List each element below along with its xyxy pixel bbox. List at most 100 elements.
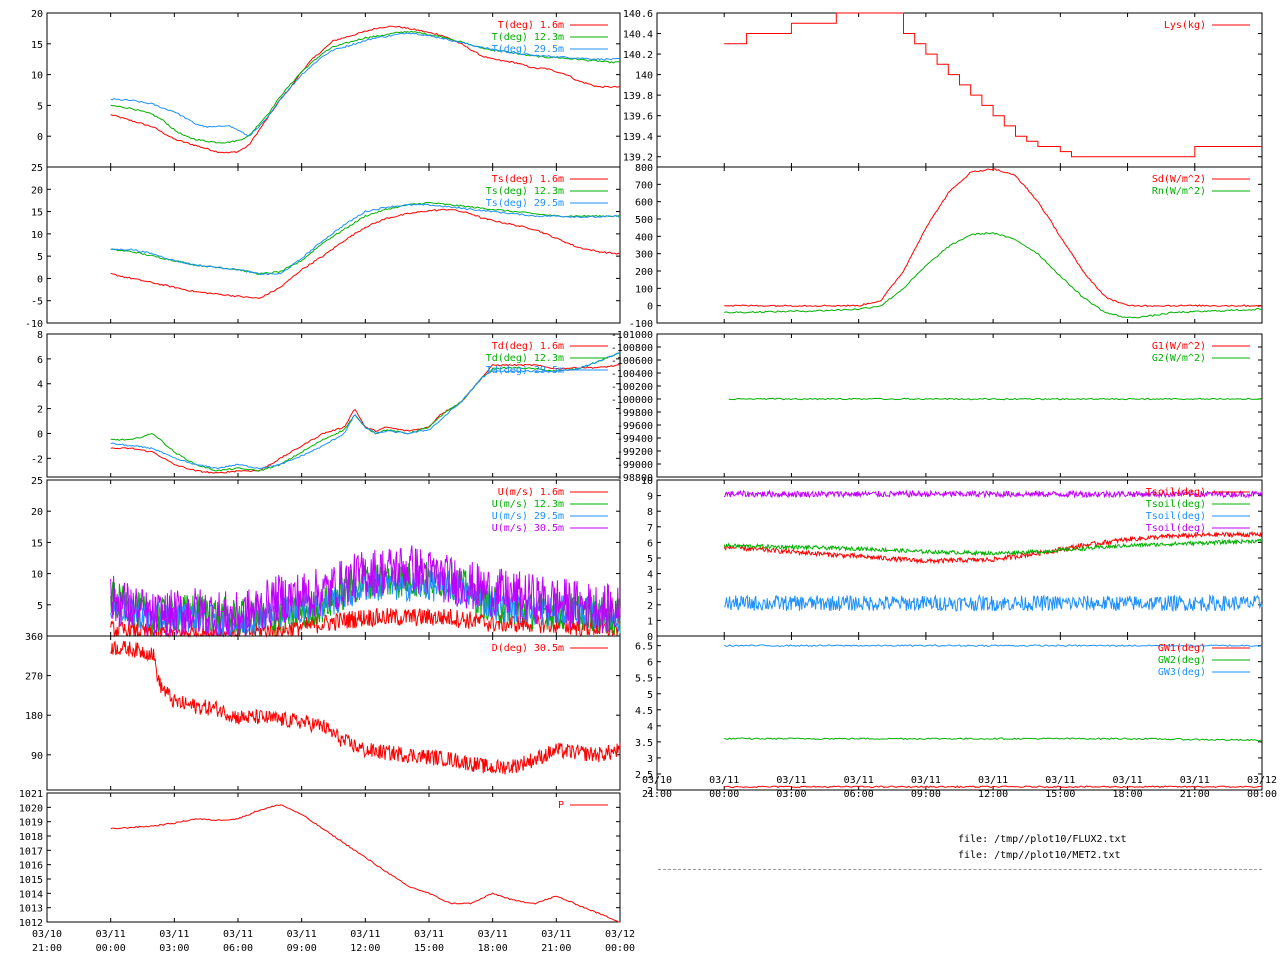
y-tick-label: 6.5 <box>635 642 653 653</box>
legend-label: P <box>558 800 564 811</box>
y-tick-label: -10 <box>25 319 43 330</box>
y-tick-label: 140.4 <box>623 30 653 41</box>
left-x-time-label: 15:00 <box>414 943 444 954</box>
y-tick-label: 1015 <box>19 875 43 886</box>
series-line <box>723 489 1263 499</box>
y-tick-label: 0 <box>37 132 43 143</box>
y-tick-label: 1012 <box>19 918 43 929</box>
y-tick-label: -2 <box>31 454 43 465</box>
y-tick-label: -99200 <box>617 447 653 458</box>
legend-label: Ts(deg) 12.3m <box>486 186 564 197</box>
right-x-time-label: 00:00 <box>709 789 739 800</box>
y-tick-label: 200 <box>635 267 653 278</box>
y-tick-label: 9 <box>647 492 653 503</box>
y-tick-label: 25 <box>31 163 43 174</box>
series-line <box>724 168 1263 308</box>
y-tick-label: -99600 <box>617 421 653 432</box>
y-tick-label: -101000 <box>611 330 653 341</box>
y-tick-label: 25 <box>31 476 43 487</box>
right-x-date-label: 03/11 <box>1180 775 1210 786</box>
series-line <box>724 593 1263 613</box>
legend-label: Ts(deg) 1.6m <box>492 174 564 185</box>
left-x-time-label: 09:00 <box>287 943 317 954</box>
left-x-time-label: 00:00 <box>96 943 126 954</box>
y-tick-label: 0 <box>647 302 653 313</box>
legend-label: GW2(deg) <box>1158 655 1206 666</box>
right-x-time-label: 09:00 <box>911 789 941 800</box>
right-x-date-label: 03/10 <box>642 775 672 786</box>
left-x-time-label: 00:00 <box>605 943 635 954</box>
y-tick-label: 140.6 <box>623 9 653 20</box>
right-x-date-label: 03/11 <box>911 775 941 786</box>
panel-frame <box>46 166 621 324</box>
legend-label: Tsoil(deg) <box>1146 511 1206 522</box>
y-tick-label: 270 <box>25 672 43 683</box>
right-x-time-label: 15:00 <box>1045 789 1075 800</box>
series-line <box>724 785 1262 789</box>
series-line <box>723 538 1263 557</box>
y-tick-label: 5 <box>37 252 43 263</box>
y-tick-label: 1019 <box>19 818 43 829</box>
y-tick-label: 10 <box>641 476 653 487</box>
y-tick-label: 10 <box>31 230 43 241</box>
y-tick-label: 139.4 <box>623 132 653 143</box>
legend-label: G1(W/m^2) <box>1152 341 1206 352</box>
panel-D: 360 270 180 90 D(deg) 30.5m <box>25 632 621 791</box>
y-tick-label: 139.6 <box>623 112 653 123</box>
y-tick-label: 1018 <box>19 832 43 843</box>
y-tick-label: -99400 <box>617 434 653 445</box>
panel-T: 20 15 10 5 0 T(deg) 1.6mT(deg) 12.3mT(deg) 29… <box>31 9 621 168</box>
right-x-time-label: 00:00 <box>1247 789 1277 800</box>
right-x-date-label: 03/11 <box>1045 775 1075 786</box>
y-tick-label: 5.5 <box>635 674 653 685</box>
y-tick-label: -100000 <box>611 395 653 406</box>
y-tick-label: 90 <box>31 751 43 762</box>
legend-label: Ts(deg) 29.5m <box>486 198 564 209</box>
y-tick-label: 2 <box>37 405 43 416</box>
y-tick-label: 20 <box>31 185 43 196</box>
right-x-date-label: 03/11 <box>709 775 739 786</box>
y-tick-label: 0 <box>647 632 653 643</box>
left-x-date-label: 03/11 <box>287 929 317 940</box>
y-tick-label: 2 <box>647 786 653 797</box>
y-tick-label: -100600 <box>611 356 653 367</box>
y-tick-label: 20 <box>31 9 43 20</box>
y-tick-label: 5 <box>647 554 653 565</box>
series-line <box>110 545 621 637</box>
series-line <box>110 208 621 299</box>
y-tick-label: 8 <box>37 330 43 341</box>
y-tick-label: 700 <box>635 180 653 191</box>
y-tick-label: -99800 <box>617 408 653 419</box>
y-tick-label: 1016 <box>19 861 43 872</box>
y-tick-label: 800 <box>635 163 653 174</box>
y-tick-label: -5 <box>31 297 43 308</box>
panel-GW: 6.5 6 5.5 5 4.5 4 3.5 3 2.5 2 GW1(deg)GW2(deg)GW3(… <box>635 635 1263 797</box>
legend-label: U(m/s) 30.5m <box>492 523 564 534</box>
legend-label: U(m/s) 1.6m <box>498 487 564 498</box>
panel-frame <box>656 635 1263 791</box>
left-x-time-label: 03:00 <box>159 943 189 954</box>
legend-label: Sd(W/m^2) <box>1152 174 1206 185</box>
series-line <box>110 32 621 137</box>
y-tick-label: 500 <box>635 215 653 226</box>
y-tick-label: 4 <box>647 722 653 733</box>
left-x-date-label: 03/11 <box>478 929 508 940</box>
right-x-time-label: 03:00 <box>776 789 806 800</box>
y-tick-label: 4.5 <box>635 706 653 717</box>
left-x-date-label: 03/11 <box>223 929 253 940</box>
left-x-date-label: 03/11 <box>350 929 380 940</box>
y-tick-label: 3.5 <box>635 738 653 749</box>
left-x-time-label: 06:00 <box>223 943 253 954</box>
y-tick-label: 2 <box>647 601 653 612</box>
y-tick-label: 100 <box>635 284 653 295</box>
y-tick-label: 1013 <box>19 904 43 915</box>
left-x-date-label: 03/11 <box>541 929 571 940</box>
left-x-date-label: 03/11 <box>414 929 444 940</box>
y-tick-label: 6 <box>37 355 43 366</box>
y-tick-label: 2.5 <box>635 770 653 781</box>
legend-label: GW1(deg) <box>1158 643 1206 654</box>
legend-label: Rn(W/m^2) <box>1152 186 1206 197</box>
legend-label: T(deg) 12.3m <box>492 32 564 43</box>
